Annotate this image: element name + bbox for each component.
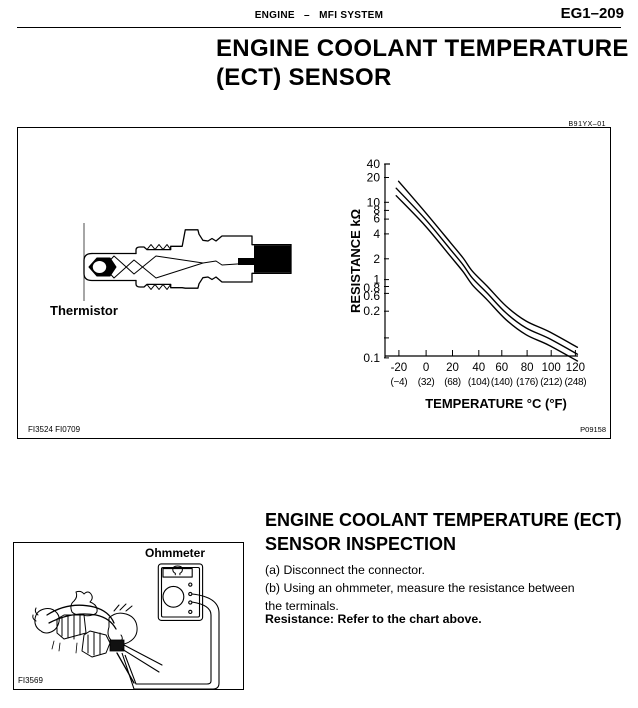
svg-text:20: 20 <box>446 362 459 374</box>
svg-text:80: 80 <box>521 362 534 374</box>
svg-text:20: 20 <box>367 171 381 185</box>
svg-text:(248): (248) <box>564 377 586 388</box>
svg-text:(140): (140) <box>491 377 513 388</box>
svg-text:0.6: 0.6 <box>363 289 380 303</box>
svg-text:4: 4 <box>373 227 380 241</box>
svg-text:TEMPERATURE °C (°F): TEMPERATURE °C (°F) <box>425 396 567 411</box>
svg-text:0: 0 <box>423 362 429 374</box>
svg-text:60: 60 <box>495 362 508 374</box>
svg-text:100: 100 <box>542 362 561 374</box>
svg-text:0.2: 0.2 <box>363 304 380 318</box>
svg-text:(212): (212) <box>540 377 562 388</box>
svg-text:120: 120 <box>566 362 585 374</box>
svg-text:40: 40 <box>367 157 381 171</box>
svg-text:(68): (68) <box>444 377 461 388</box>
svg-text:(−4): (−4) <box>390 377 407 388</box>
svg-text:2: 2 <box>373 252 380 266</box>
svg-text:-20: -20 <box>391 362 408 374</box>
svg-text:6: 6 <box>373 212 380 226</box>
svg-text:(104): (104) <box>468 377 490 388</box>
svg-text:40: 40 <box>472 362 485 374</box>
svg-text:(176): (176) <box>516 377 538 388</box>
svg-text:0.1: 0.1 <box>363 351 380 365</box>
svg-text:(32): (32) <box>418 377 435 388</box>
